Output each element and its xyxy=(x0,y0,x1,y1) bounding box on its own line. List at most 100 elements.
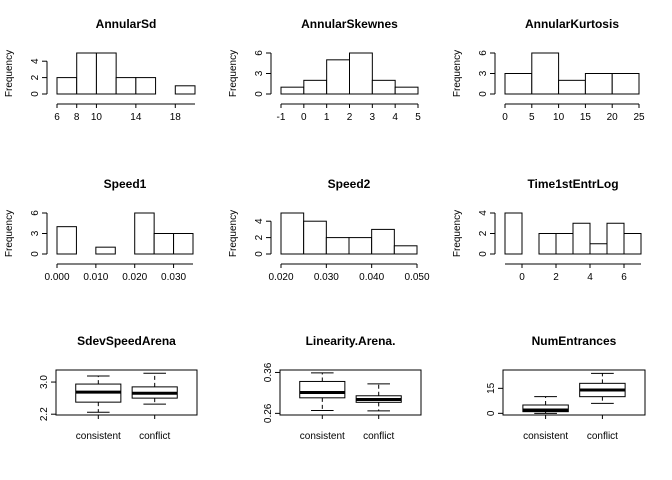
y-tick-label: 6 xyxy=(478,50,489,56)
histogram-bar xyxy=(76,52,97,95)
x-tick-label: 4 xyxy=(587,272,593,283)
histogram-bar xyxy=(504,212,523,255)
x-tick-label: 2 xyxy=(347,112,353,123)
histogram-bar xyxy=(280,86,305,95)
y-tick-label: 4 xyxy=(254,218,265,224)
x-tick-label: 0 xyxy=(502,112,508,123)
x-tick-label: 0.010 xyxy=(83,272,108,283)
y-axis-label: Frequency xyxy=(228,50,239,97)
histogram-bar xyxy=(531,52,560,95)
x-tick-label: 0.030 xyxy=(314,272,339,283)
y-tick-label: 0 xyxy=(478,251,489,257)
y-axis-label: Frequency xyxy=(4,210,15,257)
x-category-label: consistent xyxy=(300,431,345,442)
x-tick-label: 14 xyxy=(130,112,142,123)
box-conflict xyxy=(355,383,402,412)
y-axis-label: Frequency xyxy=(452,50,463,97)
y-tick-label: 6 xyxy=(254,50,265,56)
histogram-bar xyxy=(303,79,328,95)
x-tick-label: 18 xyxy=(170,112,182,123)
panel-2: AnnularSkewnes 0 3 6 Frequency -1 0 1 2 3 4 5 xyxy=(228,17,421,123)
y-tick-label: 2 xyxy=(478,230,489,236)
y-axis-label: Frequency xyxy=(4,50,15,97)
panel-1: AnnularSd 0 2 4 Frequency 6 8 10 14 18 xyxy=(4,17,196,123)
histogram-bar xyxy=(589,243,608,255)
x-tick-label: 0.030 xyxy=(161,272,186,283)
x-tick-label: 4 xyxy=(392,112,398,123)
x-category-label: consistent xyxy=(76,431,121,442)
box-conflict xyxy=(579,372,626,404)
x-tick-label: 1 xyxy=(324,112,330,123)
histogram-bar xyxy=(606,222,625,255)
x-category-label: conflict xyxy=(363,431,394,442)
y-tick-label: 2.2 xyxy=(39,407,50,421)
y-tick-label: 0 xyxy=(486,410,497,416)
chart-title: Linearity.Arena. xyxy=(306,334,396,348)
box-conflict xyxy=(131,372,178,405)
y-axis-label: Frequency xyxy=(228,210,239,257)
y-tick-label: 3 xyxy=(254,70,265,76)
box-iqr xyxy=(299,380,346,399)
x-tick-label: 5 xyxy=(529,112,535,123)
x-tick-label: 15 xyxy=(580,112,592,123)
panel-8: Linearity.Arena. consistent conflict 0.26 0.… xyxy=(263,334,422,442)
histogram-bar xyxy=(572,222,591,255)
panel-3: AnnularKurtosis 0 3 6 Frequency 0 5 10 15 20 25 xyxy=(452,17,645,123)
x-tick-label: 6 xyxy=(54,112,60,123)
x-tick-label: 0 xyxy=(301,112,307,123)
histogram-bar xyxy=(371,79,396,95)
y-tick-label: 4 xyxy=(478,210,489,216)
histogram-bar xyxy=(611,73,640,95)
x-tick-label: 6 xyxy=(621,272,627,283)
histogram-bar xyxy=(153,233,175,255)
histogram-bar xyxy=(349,52,373,95)
chart-title: Time1stEntrLog xyxy=(527,177,618,191)
x-tick-label: 25 xyxy=(633,112,645,123)
histogram-bar xyxy=(371,228,395,255)
y-tick-label: 3 xyxy=(478,70,489,76)
histogram-bar xyxy=(326,59,350,95)
chart-title: Speed2 xyxy=(328,177,371,191)
y-tick-label: 15 xyxy=(486,382,497,394)
y-tick-label: 0 xyxy=(30,251,41,257)
chart-title: NumEntrances xyxy=(532,334,617,348)
x-tick-label: 10 xyxy=(91,112,103,123)
plot-frame xyxy=(279,369,422,416)
panel-9: NumEntrances consistent conflict 0 15 xyxy=(486,334,646,442)
y-tick-label: 0 xyxy=(478,91,489,97)
chart-title: SdevSpeedArena xyxy=(77,334,176,348)
histogram-bar xyxy=(56,226,77,255)
x-tick-label: 0.020 xyxy=(268,272,293,283)
plot-frame xyxy=(55,369,198,416)
y-axis-label: Frequency xyxy=(452,210,463,257)
y-tick-label: 4 xyxy=(30,58,41,64)
x-tick-label: 2 xyxy=(553,272,559,283)
histogram-bar xyxy=(504,73,533,95)
chart-title: AnnularKurtosis xyxy=(525,17,619,31)
box-consistent xyxy=(299,372,346,411)
box-consistent xyxy=(75,375,122,413)
y-tick-label: 0.36 xyxy=(263,362,274,382)
x-tick-label: 10 xyxy=(553,112,565,123)
x-tick-label: 20 xyxy=(607,112,619,123)
histogram-bar xyxy=(538,233,557,255)
y-tick-label: 0 xyxy=(30,91,41,97)
histogram-bar xyxy=(555,233,574,255)
y-tick-label: 2 xyxy=(30,74,41,80)
panel-6: Time1stEntrLog 0 2 4 Frequency 0 2 4 6 xyxy=(452,177,642,283)
histogram-bar xyxy=(95,52,117,95)
x-tick-label: 8 xyxy=(74,112,80,123)
histogram-bar xyxy=(348,237,373,255)
y-tick-label: 0 xyxy=(254,91,265,97)
x-category-label: conflict xyxy=(587,431,618,442)
x-category-label: consistent xyxy=(523,431,568,442)
histogram-bar xyxy=(303,220,327,255)
histogram-bar xyxy=(280,212,305,255)
histogram-bar xyxy=(134,212,155,255)
x-tick-label: 5 xyxy=(415,112,421,123)
box-consistent xyxy=(522,396,569,414)
histogram-bar xyxy=(115,77,137,95)
chart-title: AnnularSd xyxy=(96,17,157,31)
x-tick-label: 3 xyxy=(370,112,376,123)
histogram-bar xyxy=(394,86,419,95)
